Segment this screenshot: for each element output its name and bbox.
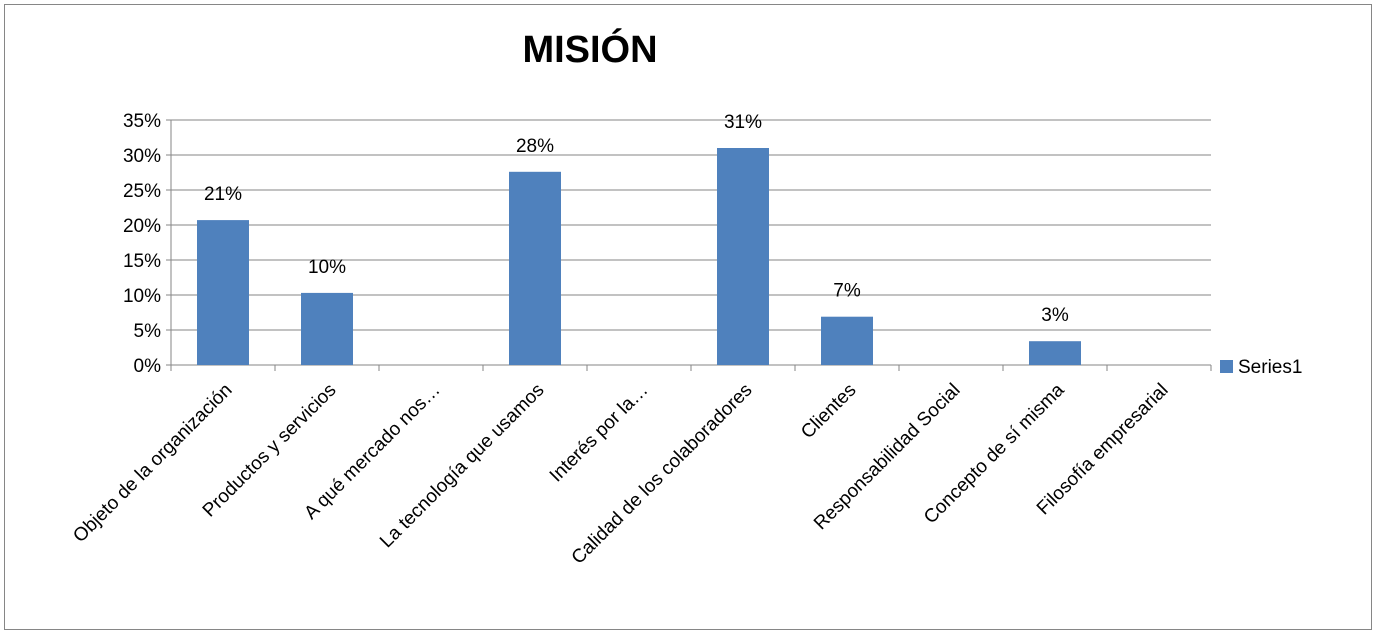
bar xyxy=(197,220,249,365)
y-tick-label: 0% xyxy=(134,356,162,377)
category-label: La tecnología que usamos xyxy=(376,380,548,552)
category-label: Calidad de los colaboradores xyxy=(568,380,757,569)
bar xyxy=(509,171,561,365)
data-label: 7% xyxy=(833,281,861,302)
data-label: 3% xyxy=(1041,305,1069,326)
legend: Series1 xyxy=(1220,357,1302,378)
bar xyxy=(301,292,353,365)
axes: 0% 5% 10% 15% 20% 25% 30% 35% xyxy=(123,111,1212,377)
y-tick-label: 15% xyxy=(123,251,161,272)
category-label: Clientes xyxy=(797,380,860,443)
y-tick-label: 5% xyxy=(134,321,162,342)
y-tick-label: 20% xyxy=(123,216,161,237)
data-label: 21% xyxy=(204,184,242,205)
y-tick-label: 25% xyxy=(123,181,161,202)
y-tick-label: 30% xyxy=(123,146,161,167)
data-label: 10% xyxy=(308,257,346,278)
bars xyxy=(197,148,1081,365)
data-label: 31% xyxy=(724,112,762,133)
legend-swatch-series1 xyxy=(1220,360,1233,373)
bar-chart: MISIÓN 0% 5% 10% 15% 20% 25% 30% 35% 21% 10% 28% 3… xyxy=(69,27,1302,569)
bar xyxy=(821,316,873,365)
chart-title: MISIÓN xyxy=(522,27,657,71)
bar xyxy=(717,148,769,365)
category-label: Interés por la… xyxy=(546,380,653,487)
category-label: Objeto de la organización xyxy=(69,380,236,547)
data-labels: 21% 10% 28% 31% 7% 3% xyxy=(204,112,1069,326)
chart-frame: MISIÓN 0% 5% 10% 15% 20% 25% 30% 35% 21% 10% 28% 3… xyxy=(4,4,1372,630)
bar xyxy=(1029,341,1081,365)
y-tick-label: 10% xyxy=(123,286,161,307)
data-label: 28% xyxy=(516,136,554,157)
y-tick-label: 35% xyxy=(123,111,161,132)
legend-label-series1: Series1 xyxy=(1238,357,1302,378)
